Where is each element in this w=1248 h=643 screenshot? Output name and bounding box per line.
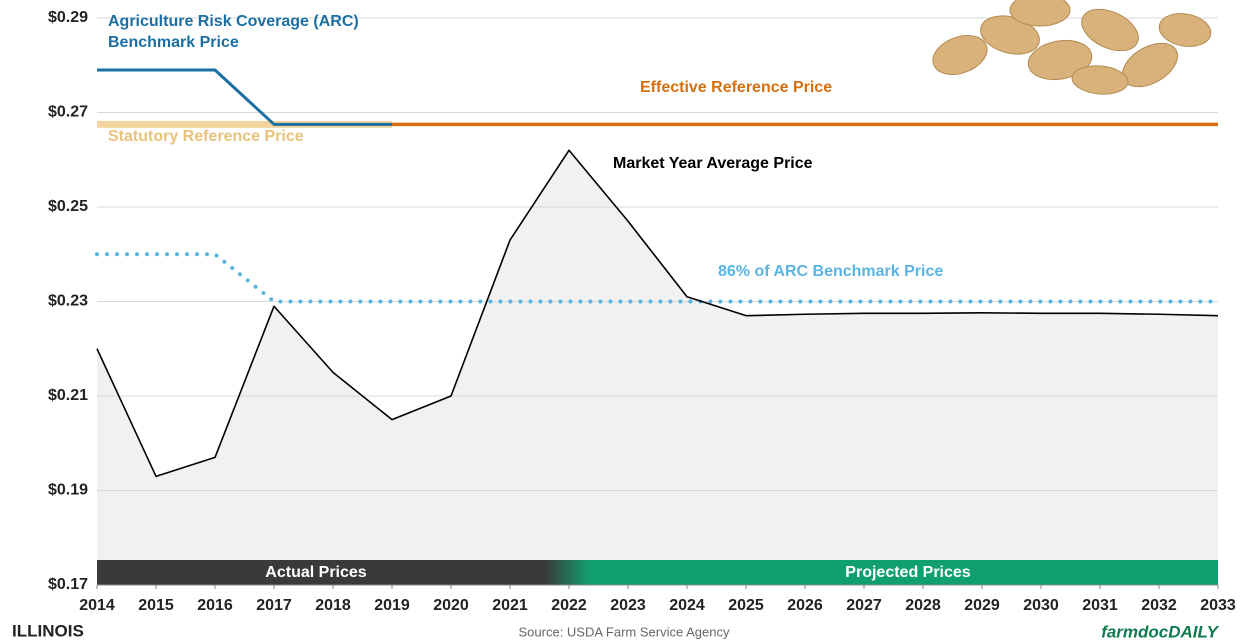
x-tick-label: 2017 (256, 597, 292, 614)
peanuts (928, 0, 1214, 96)
y-tick-label: $0.21 (48, 387, 88, 404)
series-label: Market Year Average Price (613, 153, 913, 174)
logo: ILLINOIS (12, 621, 84, 640)
series-line (97, 70, 392, 124)
y-tick-label: $0.25 (48, 198, 88, 215)
area-fill (97, 150, 1218, 585)
x-tick-label: 2018 (315, 597, 351, 614)
x-tick-label: 2032 (1141, 597, 1177, 614)
series-label: Effective Reference Price (640, 77, 940, 98)
x-tick-label: 2024 (669, 597, 705, 614)
x-tick-label: 2015 (138, 597, 174, 614)
y-tick-label: $0.19 (48, 482, 88, 499)
page: {"chart_data": {"type": "line", "x": [20… (0, 0, 1248, 643)
x-tick-label: 2027 (846, 597, 882, 614)
x-tick-label: 2023 (610, 597, 646, 614)
x-tick-label: 2033 (1200, 597, 1236, 614)
brand: farmdocDAILY (1101, 622, 1219, 641)
y-tick-label: $0.27 (48, 104, 88, 121)
x-tick-label: 2020 (433, 597, 469, 614)
x-tick-label: 2030 (1023, 597, 1059, 614)
x-tick-label: 2026 (787, 597, 823, 614)
band-label: Projected Prices (845, 564, 971, 581)
x-tick-label: 2031 (1082, 597, 1118, 614)
x-tick-label: 2019 (374, 597, 410, 614)
series-label: Statutory Reference Price (108, 126, 408, 147)
y-tick-label: $0.17 (48, 576, 88, 593)
y-tick-label: $0.23 (48, 293, 88, 310)
series-label: 86% of ARC Benchmark Price (718, 261, 1018, 282)
series-label: Agriculture Risk Coverage (ARC) Benchmar… (108, 11, 408, 53)
chart: Actual Prices Projected Prices ILLINOIS … (0, 0, 1248, 643)
x-tick-label: 2029 (964, 597, 1000, 614)
source: Source: USDA Farm Service Agency (519, 624, 730, 639)
band-label: Actual Prices (265, 564, 366, 581)
x-tick-label: 2025 (728, 597, 764, 614)
x-tick-label: 2028 (905, 597, 941, 614)
x-tick-label: 2016 (197, 597, 233, 614)
y-tick-label: $0.29 (48, 9, 88, 26)
x-tick-label: 2021 (492, 597, 528, 614)
x-tick-label: 2022 (551, 597, 587, 614)
x-tick-label: 2014 (79, 597, 115, 614)
